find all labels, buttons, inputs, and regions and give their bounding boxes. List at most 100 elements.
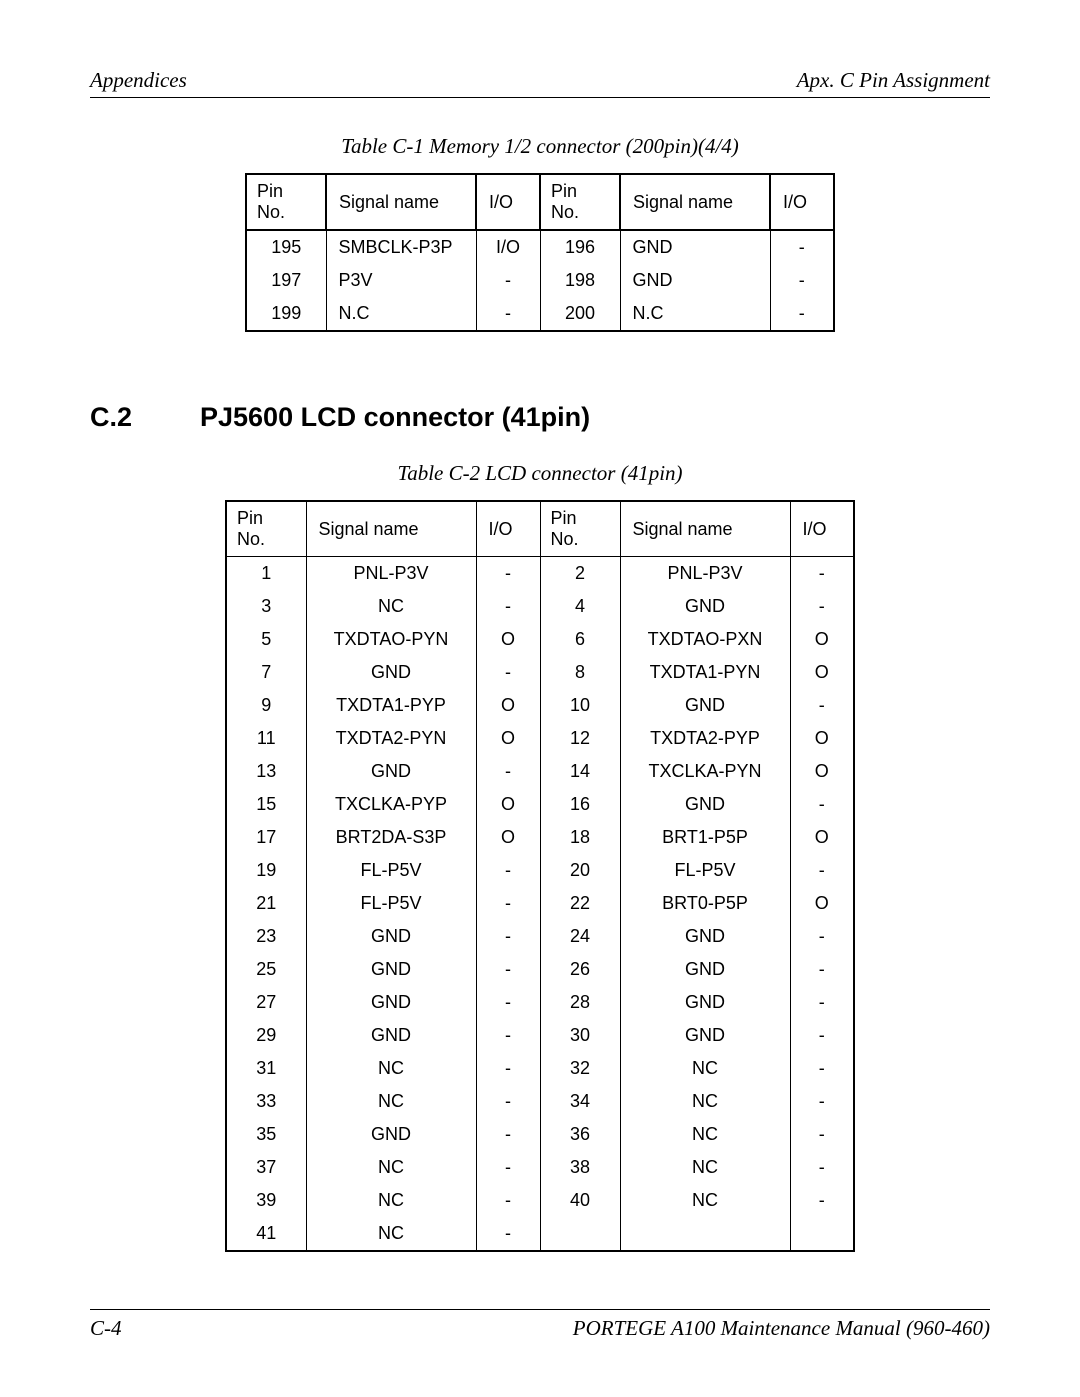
table-cell: -: [476, 1151, 540, 1184]
table-cell: GND: [306, 755, 476, 788]
table-cell: 7: [226, 656, 306, 689]
table-cell: O: [476, 689, 540, 722]
table-cell: GND: [620, 1019, 790, 1052]
table-cell: -: [770, 297, 834, 331]
table-cell: NC: [306, 1217, 476, 1251]
table-cell: 26: [540, 953, 620, 986]
table-cell: -: [790, 920, 854, 953]
table-cell: 21: [226, 887, 306, 920]
table-cell: TXDTA2-PYP: [620, 722, 790, 755]
table-row: 7GND-8TXDTA1-PYNO: [226, 656, 854, 689]
table-cell: 33: [226, 1085, 306, 1118]
table-cell: -: [790, 1085, 854, 1118]
table-cell: -: [476, 1085, 540, 1118]
table-cell: 29: [226, 1019, 306, 1052]
table-row: 3NC-4GND-: [226, 590, 854, 623]
table-cell: 39: [226, 1184, 306, 1217]
header-right: Apx. C Pin Assignment: [797, 68, 990, 93]
table-cell: 27: [226, 986, 306, 1019]
table-row: 9TXDTA1-PYPO10GND-: [226, 689, 854, 722]
table-cell: 18: [540, 821, 620, 854]
table-cell: 12: [540, 722, 620, 755]
table-row: 5TXDTAO-PYNO6TXDTAO-PXNO: [226, 623, 854, 656]
table-cell: NC: [620, 1118, 790, 1151]
table-cell: 36: [540, 1118, 620, 1151]
table-cell: 30: [540, 1019, 620, 1052]
table-cell: -: [476, 1052, 540, 1085]
table1-caption: Table C-1 Memory 1/2 connector (200pin)(…: [90, 134, 990, 159]
table-row: 37NC-38NC-: [226, 1151, 854, 1184]
table-cell: NC: [306, 590, 476, 623]
table-cell: -: [476, 590, 540, 623]
table-cell: PNL-P3V: [306, 557, 476, 591]
table2-caption: Table C-2 LCD connector (41pin): [90, 461, 990, 486]
section-title: PJ5600 LCD connector (41pin): [200, 402, 990, 433]
table-row: 35GND-36NC-: [226, 1118, 854, 1151]
table-cell: -: [476, 920, 540, 953]
table-cell: FL-P5V: [620, 854, 790, 887]
table-cell: GND: [620, 689, 790, 722]
col-header: Signal name: [620, 501, 790, 557]
table-cell: BRT1-P5P: [620, 821, 790, 854]
page: Appendices Apx. C Pin Assignment Table C…: [0, 0, 1080, 1397]
table-cell: -: [770, 264, 834, 297]
table-cell: 41: [226, 1217, 306, 1251]
table-cell: GND: [306, 656, 476, 689]
table-cell: -: [790, 788, 854, 821]
table-row: 29GND-30GND-: [226, 1019, 854, 1052]
table-cell: 10: [540, 689, 620, 722]
table-cell: 38: [540, 1151, 620, 1184]
table-cell: 24: [540, 920, 620, 953]
table-cell: -: [476, 986, 540, 1019]
table-cell: -: [476, 557, 540, 591]
table-cell: GND: [620, 920, 790, 953]
table-row: 39NC-40NC-: [226, 1184, 854, 1217]
table-cell: 200: [540, 297, 620, 331]
col-header: I/O: [790, 501, 854, 557]
table-cell: -: [790, 689, 854, 722]
table-cell: -: [790, 854, 854, 887]
table-cell: O: [790, 821, 854, 854]
table-cell: BRT0-P5P: [620, 887, 790, 920]
col-header: Pin No.: [246, 174, 326, 230]
table-cell: GND: [306, 1118, 476, 1151]
table-cell: 2: [540, 557, 620, 591]
table-cell: 28: [540, 986, 620, 1019]
table-cell: GND: [620, 590, 790, 623]
col-header: Pin No.: [540, 174, 620, 230]
table-cell: -: [790, 986, 854, 1019]
table-cell: -: [476, 1019, 540, 1052]
table-cell: 35: [226, 1118, 306, 1151]
table-cell: 31: [226, 1052, 306, 1085]
table-cell: N.C: [326, 297, 476, 331]
table-cell: -: [790, 953, 854, 986]
table-cell: NC: [620, 1052, 790, 1085]
table-cell: 34: [540, 1085, 620, 1118]
header-left: Appendices: [90, 68, 187, 93]
table-cell: GND: [620, 230, 770, 264]
table-cell: -: [476, 1184, 540, 1217]
table-cell: 40: [540, 1184, 620, 1217]
section-heading: C.2 PJ5600 LCD connector (41pin): [90, 402, 990, 433]
table-cell: BRT2DA-S3P: [306, 821, 476, 854]
table-cell: -: [476, 755, 540, 788]
table-cell: GND: [306, 920, 476, 953]
table-cell: 16: [540, 788, 620, 821]
table-row: 13GND-14TXCLKA-PYNO: [226, 755, 854, 788]
table-cell: FL-P5V: [306, 887, 476, 920]
table-row: 21FL-P5V-22BRT0-P5PO: [226, 887, 854, 920]
table-cell: 17: [226, 821, 306, 854]
table-cell: -: [790, 590, 854, 623]
col-header: I/O: [770, 174, 834, 230]
table-row: 1PNL-P3V-2PNL-P3V-: [226, 557, 854, 591]
table-cell: O: [790, 656, 854, 689]
table-cell: NC: [306, 1151, 476, 1184]
table-cell: 25: [226, 953, 306, 986]
table-cell: O: [476, 623, 540, 656]
table-row: 17BRT2DA-S3PO18BRT1-P5PO: [226, 821, 854, 854]
table-cell: 4: [540, 590, 620, 623]
table-row: 199N.C-200N.C-: [246, 297, 834, 331]
table-cell: GND: [620, 953, 790, 986]
table-cell: P3V: [326, 264, 476, 297]
table-cell: 6: [540, 623, 620, 656]
